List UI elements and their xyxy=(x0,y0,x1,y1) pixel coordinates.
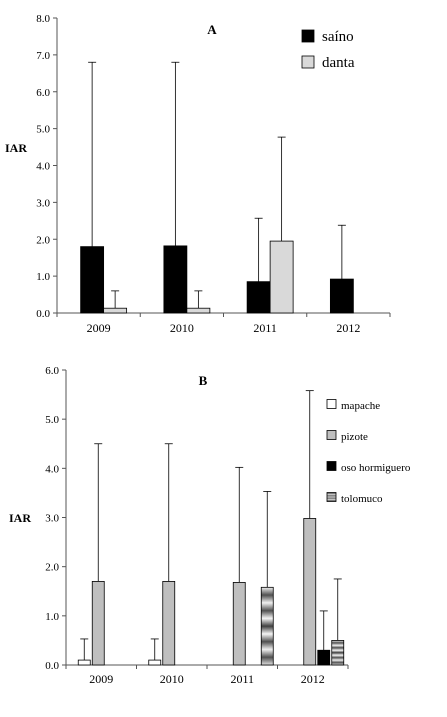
bar xyxy=(269,240,294,314)
bar xyxy=(246,281,271,314)
bar xyxy=(80,246,105,314)
legend-label: mapache xyxy=(341,400,380,412)
y-tick-label: 6.0 xyxy=(36,87,50,99)
legend-swatch xyxy=(301,29,315,43)
bar xyxy=(163,245,188,314)
legend-swatch xyxy=(301,55,315,69)
bar xyxy=(186,307,211,314)
x-tick-label: 2010 xyxy=(170,321,194,335)
bar xyxy=(91,581,105,666)
y-tick-label: 2.0 xyxy=(45,562,59,574)
bar xyxy=(260,586,274,666)
x-tick-label: 2009 xyxy=(87,321,111,335)
y-tick-label: 0.0 xyxy=(36,308,50,320)
x-tick-label: 2011 xyxy=(253,321,277,335)
y-tick-label: 4.0 xyxy=(45,463,59,475)
chart-panel-b: 0.0 1.0 2.0 3.0 4.0 5.0 6.0 2009 2010 2011 2012 B IA… xyxy=(9,365,411,686)
panel-label: A xyxy=(207,22,217,37)
legend-label: saíno xyxy=(322,29,354,45)
y-axis-label: IAR xyxy=(9,511,31,525)
bar xyxy=(317,649,331,666)
chart-panel-a: 0.0 1.0 2.0 3.0 4.0 5.0 6.0 7.0 8.0 2009 2010 2011 2… xyxy=(5,13,391,335)
bar xyxy=(303,518,317,666)
y-tick-label: 5.0 xyxy=(36,124,50,136)
legend-swatch xyxy=(326,492,337,502)
legend-swatch xyxy=(326,461,337,471)
y-tick-label: 2.0 xyxy=(36,234,50,246)
y-tick-label: 8.0 xyxy=(36,13,50,25)
y-tick-label: 3.0 xyxy=(45,513,59,525)
y-tick-label: 6.0 xyxy=(45,365,59,377)
y-tick-label: 1.0 xyxy=(36,271,50,283)
legend-label: danta xyxy=(322,55,355,71)
y-tick-label: 4.0 xyxy=(36,161,50,173)
y-axis-label: IAR xyxy=(5,141,27,155)
y-tick-label: 5.0 xyxy=(45,414,59,426)
bar xyxy=(77,659,91,666)
bar xyxy=(329,278,354,314)
panel-label: B xyxy=(199,373,208,388)
bar xyxy=(103,307,128,314)
x-tick-label: 2009 xyxy=(89,672,113,686)
legend-label: oso hormiguero xyxy=(341,462,411,474)
x-tick-label: 2012 xyxy=(301,672,325,686)
bar xyxy=(148,659,162,666)
bar xyxy=(331,640,345,666)
legend-label: tolomuco xyxy=(341,493,383,505)
x-tick-label: 2012 xyxy=(336,321,360,335)
bar xyxy=(162,581,176,666)
x-tick-label: 2010 xyxy=(160,672,184,686)
y-tick-label: 7.0 xyxy=(36,50,50,62)
y-tick-label: 1.0 xyxy=(45,611,59,623)
bar xyxy=(232,582,246,666)
y-tick-label: 0.0 xyxy=(45,660,59,672)
legend-swatch xyxy=(326,399,337,409)
legend-label: pizote xyxy=(341,431,368,443)
x-tick-label: 2011 xyxy=(230,672,254,686)
y-tick-label: 3.0 xyxy=(36,197,50,209)
legend-swatch xyxy=(326,430,337,440)
